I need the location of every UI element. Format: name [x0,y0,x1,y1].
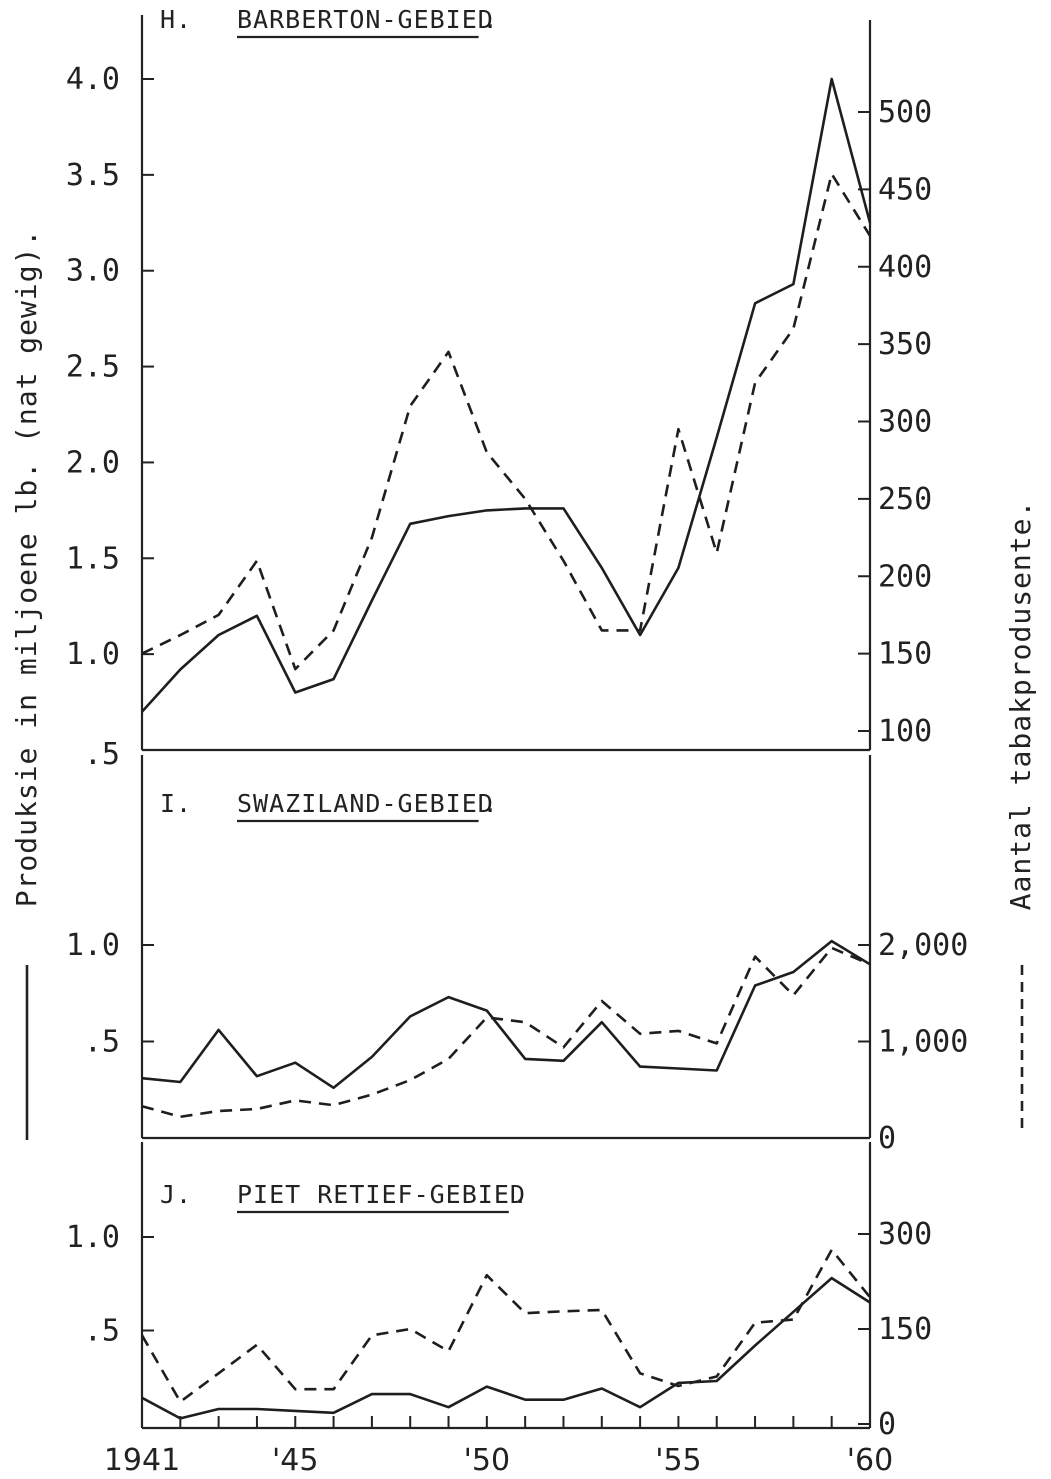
panel-j-series-production [141,1276,871,1420]
panel-i-letter: I. [160,789,192,818]
panel-i-left-tick-label: .5 [84,1025,120,1060]
panel-h-left-tick-label: 1.0 [66,637,120,672]
panel-h-series-production [141,77,872,713]
panels: H. BARBERTON-GEBIED. 4.0 3.5 3.0 2.5 2.0 1.5 1.0… [66,5,969,1442]
panel-h-right-tick-label: 500 [878,95,932,130]
x-tick-label: 1941 [104,1443,180,1478]
panel-j-right-tick-label: 300 [878,1217,932,1252]
panel-j-title: PIET RETIEF-GEBIED [237,1180,526,1209]
panel-h-left-tick-label: 1.5 [66,541,120,576]
panel-h-left-tick-label-bottom: .5 [84,737,120,772]
panel-h-title: BARBERTON-GEBIED [237,5,494,34]
panel-h: H. BARBERTON-GEBIED. 4.0 3.5 3.0 2.5 2.0 1.5 1.0… [66,5,932,772]
panel-j-left-tick-label: .5 [84,1314,120,1349]
panel-i-title: SWAZILAND-GEBIED [237,789,494,818]
panel-j-right-tick-label: 150 [878,1312,932,1347]
panel-h-right-tick-label: 200 [878,559,932,594]
panel-i-title-period: . [483,789,499,818]
panel-i-right-tick-label: 2,000 [878,928,968,963]
panel-j-title-period: . [513,1180,529,1209]
panel-i: I. SWAZILAND-GEBIED. 1.0 .5 2,000 1,000 0 [66,755,968,1156]
panel-h-right-tick-label: 300 [878,405,932,440]
panel-i-left-tick-label: 1.0 [66,928,120,963]
panel-h-left-tick-label: 4.0 [66,62,120,97]
panel-h-left-tick-label: 3.5 [66,158,120,193]
panel-j-left-tick-label: 1.0 [66,1220,120,1255]
panel-h-right-tick-label: 350 [878,327,932,362]
x-tick-label: '55 [655,1443,701,1478]
panel-h-right-tick-label: 400 [878,250,932,285]
panel-h-left-tick-label: 3.0 [66,254,120,289]
y-right-title: Aantal tabakprodusente. [1004,500,1037,911]
panel-i-right-tick-label: 1,000 [878,1025,968,1060]
panel-h-right-tick-label: 250 [878,482,932,517]
x-axis: 1941 '45 '50 '55 '60 [104,1416,893,1478]
x-tick-label: '50 [464,1443,510,1478]
panel-h-left-tick-label: 2.5 [66,350,120,385]
panel-i-series-producers [141,946,871,1119]
panel-h-letter: H. [160,5,192,34]
y-left-title: Produksie in miljoene lb. (nat gewig). [10,229,43,908]
panel-i-series-production [141,939,871,1090]
x-tick-label: '45 [272,1443,318,1478]
panel-h-right-tick-label: 150 [878,637,932,672]
panel-h-series-producers [141,172,872,671]
panel-h-title-period: . [483,5,499,34]
panel-j-right-tick-label: 0 [878,1407,896,1442]
panel-h-right-tick-label: 450 [878,172,932,207]
panel-j-series-producers [140,1248,872,1404]
panel-i-right-tick-label: 0 [878,1121,896,1156]
x-tick-label: '60 [847,1443,893,1478]
panel-j: J. PIET RETIEF-GEBIED. 1.0 .5 300 150 0 [66,1142,932,1442]
panel-j-letter: J. [160,1180,192,1209]
panel-h-right-tick-label: 100 [878,714,932,749]
panel-h-left-tick-label: 2.0 [66,445,120,480]
